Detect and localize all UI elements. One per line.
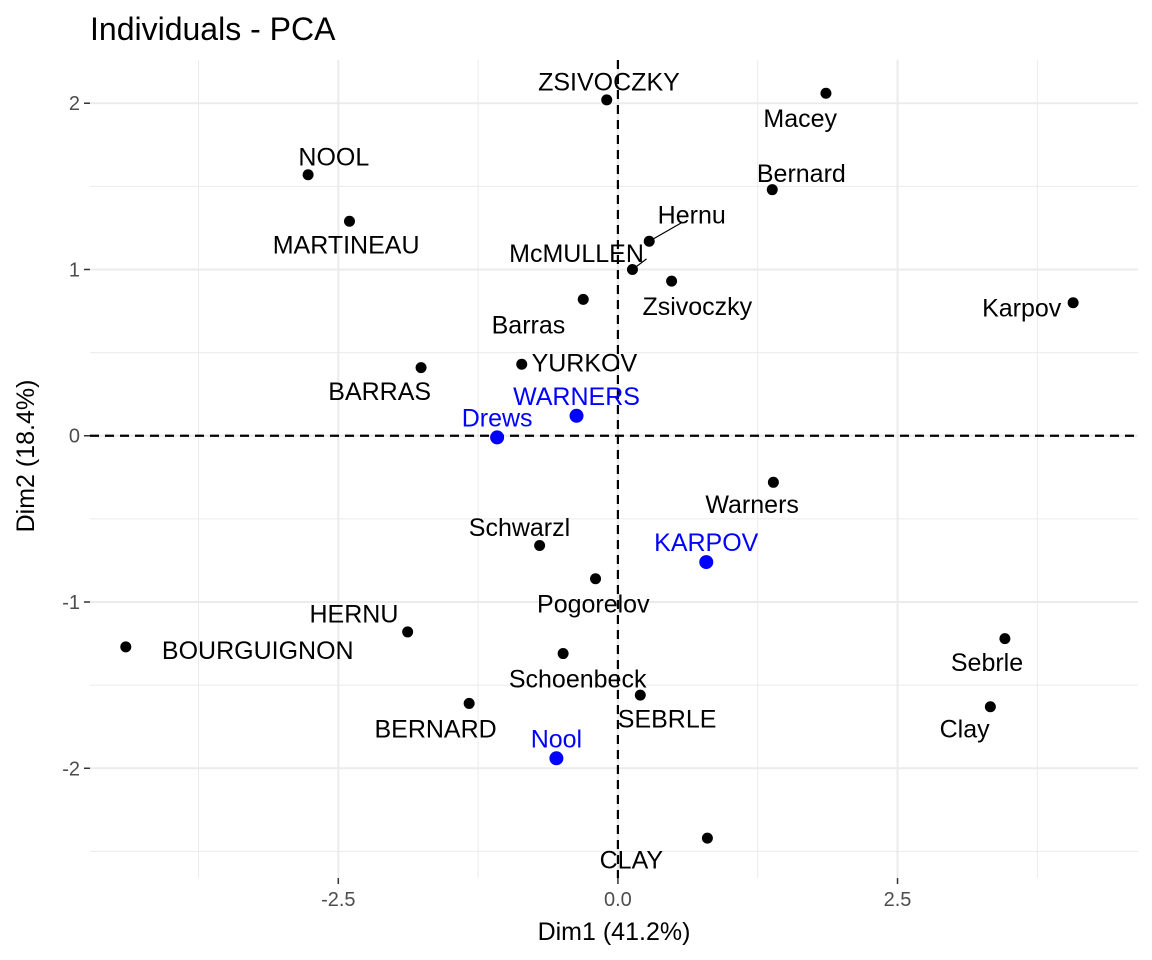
y-tick-label: -2 (62, 758, 80, 780)
label-yurkov: YURKOV (532, 350, 638, 378)
label-zsivoczky: Zsivoczky (642, 293, 752, 321)
label-clay: CLAY (600, 847, 664, 875)
label-barras: Barras (492, 311, 566, 339)
label-martineau: MARTINEAU (273, 232, 420, 260)
label-zsivoczky: ZSIVOCZKY (538, 69, 680, 97)
label-pogorelov: Pogorelov (537, 591, 650, 619)
x-tick-label: 0.0 (604, 889, 632, 911)
y-tick-label: 0 (69, 426, 80, 448)
point-nool (549, 751, 564, 766)
point-karpov (1067, 297, 1079, 309)
point-clay (701, 832, 713, 844)
point-barras (415, 362, 427, 374)
label-nool: NOOL (298, 143, 369, 171)
label-karpov: Karpov (982, 295, 1062, 323)
label-schwarzl: Schwarzl (469, 514, 570, 542)
label-clay: Clay (940, 715, 991, 743)
x-tick-label: 2.5 (884, 889, 912, 911)
label-sebrle: SEBRLE (618, 705, 717, 733)
labels-layer: ZSIVOCZKY Macey NOOL Bernard MARTINEAU Hernu M… (162, 69, 1062, 875)
label-schoenbeck: Schoenbeck (509, 665, 647, 693)
point-bernard (463, 697, 475, 709)
point-karpov (699, 555, 714, 570)
label-bernard: Bernard (757, 160, 846, 188)
point-sebrle (634, 689, 646, 701)
point-sebrle (999, 633, 1011, 645)
chart-title: Individuals - PCA (90, 11, 336, 47)
label-leader-line (648, 222, 683, 242)
point-warners (569, 408, 584, 423)
label-warners: WARNERS (513, 383, 640, 411)
point-schoenbeck (557, 648, 569, 660)
point-nool (302, 169, 314, 181)
label-barras: BARRAS (328, 378, 431, 406)
label-hernu: Hernu (658, 202, 726, 230)
point-yurkov (516, 358, 528, 370)
reference-lines (90, 60, 1138, 878)
y-tick-label: 1 (69, 259, 80, 281)
point-bernard (766, 184, 778, 196)
points-layer (120, 87, 1079, 844)
x-tick-label: -2.5 (321, 889, 355, 911)
label-bernard: BERNARD (374, 715, 496, 743)
point-warners (767, 476, 779, 488)
y-tick-label: 2 (69, 93, 80, 115)
x-axis-title: Dim1 (41.2%) (538, 918, 691, 946)
label-mcmullen: McMULLEN (509, 240, 644, 268)
point-schwarzl (534, 539, 546, 551)
point-mcmullen (626, 263, 638, 275)
label-nool: Nool (531, 725, 582, 753)
point-zsivoczky (601, 94, 613, 106)
point-hernu (643, 235, 655, 247)
point-pogorelov (590, 573, 602, 585)
point-hernu (402, 626, 414, 638)
point-bourguignon (120, 641, 132, 653)
label-sebrle: Sebrle (951, 649, 1023, 677)
axis-ticks: -2.5 0.0 2.5 -2 -1 0 1 2 (62, 93, 911, 911)
label-karpov: KARPOV (654, 529, 759, 557)
point-clay (984, 701, 996, 713)
label-macey: Macey (763, 105, 837, 133)
point-barras (577, 293, 589, 305)
point-martineau (343, 215, 355, 227)
point-macey (820, 87, 832, 99)
y-axis-title: Dim2 (18.4%) (12, 380, 40, 533)
label-drews: Drews (462, 404, 533, 432)
label-bourguignon: BOURGUIGNON (162, 637, 354, 665)
label-hernu: HERNU (310, 601, 399, 629)
point-zsivoczky (666, 275, 678, 287)
y-tick-label: -1 (62, 592, 80, 614)
point-drews (490, 430, 505, 445)
label-warners: Warners (705, 491, 799, 519)
